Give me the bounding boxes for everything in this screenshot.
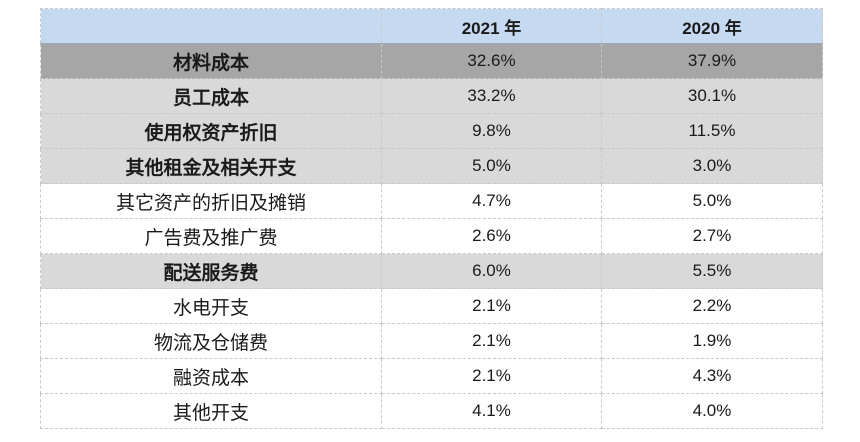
row-label: 融资成本 (40, 358, 382, 394)
table-row: 其他开支 4.1% 4.0% (40, 393, 823, 429)
value-2021: 2.1% (381, 288, 602, 324)
row-label: 配送服务费 (40, 253, 382, 289)
value-2021: 2.1% (381, 358, 602, 394)
table-row: 员工成本 33.2% 30.1% (40, 78, 823, 114)
value-2020: 37.9% (601, 43, 823, 79)
value-2020: 30.1% (601, 78, 823, 114)
table-row: 材料成本 32.6% 37.9% (40, 43, 823, 79)
row-label: 员工成本 (40, 78, 382, 114)
value-2021: 4.7% (381, 183, 602, 219)
table-row: 水电开支 2.1% 2.2% (40, 288, 823, 324)
table-body: 材料成本 32.6% 37.9% 员工成本 33.2% 30.1% 使用权资产折旧 9.8% 1… (40, 43, 823, 429)
value-2020: 5.5% (601, 253, 823, 289)
table-row: 其它资产的折旧及摊销 4.7% 5.0% (40, 183, 823, 219)
row-label: 广告费及推广费 (40, 218, 382, 254)
value-2020: 3.0% (601, 148, 823, 184)
row-label: 物流及仓储费 (40, 323, 382, 359)
value-2020: 2.2% (601, 288, 823, 324)
value-2020: 4.0% (601, 393, 823, 429)
table-row: 融资成本 2.1% 4.3% (40, 358, 823, 394)
row-label: 水电开支 (40, 288, 382, 324)
cost-breakdown-table: 2021 年 2020 年 材料成本 32.6% 37.9% 员工成本 33.2% 30.… (40, 8, 823, 429)
value-2021: 2.1% (381, 323, 602, 359)
table-header-row: 2021 年 2020 年 (40, 8, 823, 44)
row-label: 其他租金及相关开支 (40, 148, 382, 184)
value-2021: 33.2% (381, 78, 602, 114)
value-2021: 9.8% (381, 113, 602, 149)
value-2021: 6.0% (381, 253, 602, 289)
cost-breakdown-table-container: 2021 年 2020 年 材料成本 32.6% 37.9% 员工成本 33.2% 30.… (40, 8, 823, 429)
header-2021: 2021 年 (381, 8, 602, 44)
table-row: 其他租金及相关开支 5.0% 3.0% (40, 148, 823, 184)
header-label-cell (40, 8, 382, 44)
row-label: 材料成本 (40, 43, 382, 79)
value-2020: 2.7% (601, 218, 823, 254)
table-row: 物流及仓储费 2.1% 1.9% (40, 323, 823, 359)
table-row: 广告费及推广费 2.6% 2.7% (40, 218, 823, 254)
table-row: 使用权资产折旧 9.8% 11.5% (40, 113, 823, 149)
value-2020: 11.5% (601, 113, 823, 149)
value-2020: 1.9% (601, 323, 823, 359)
value-2021: 2.6% (381, 218, 602, 254)
value-2021: 5.0% (381, 148, 602, 184)
value-2020: 4.3% (601, 358, 823, 394)
row-label: 其它资产的折旧及摊销 (40, 183, 382, 219)
table-row: 配送服务费 6.0% 5.5% (40, 253, 823, 289)
row-label: 其他开支 (40, 393, 382, 429)
row-label: 使用权资产折旧 (40, 113, 382, 149)
header-2020: 2020 年 (601, 8, 823, 44)
value-2020: 5.0% (601, 183, 823, 219)
value-2021: 32.6% (381, 43, 602, 79)
value-2021: 4.1% (381, 393, 602, 429)
